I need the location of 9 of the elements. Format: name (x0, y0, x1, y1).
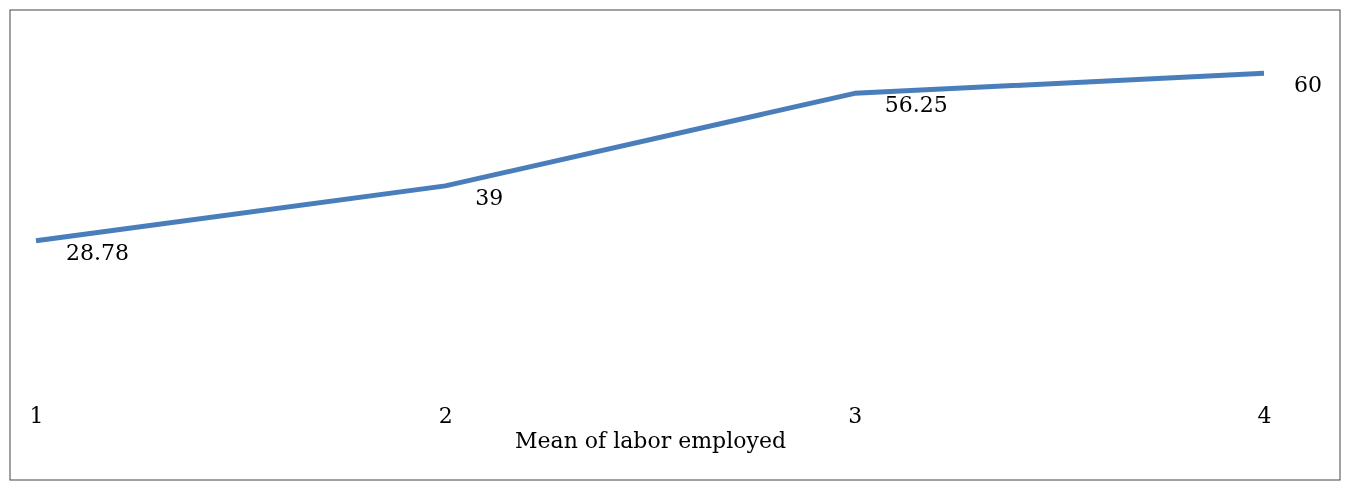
data-label: 60 (1294, 72, 1322, 98)
x-axis-title: Mean of labor employed (515, 427, 786, 453)
x-tick-label: 4 (1257, 402, 1272, 428)
data-label: 56.25 (884, 92, 948, 118)
x-tick-label: 3 (848, 402, 863, 428)
data-label: 28.78 (66, 239, 129, 265)
data-label: 39 (475, 184, 504, 210)
x-tick-label: 2 (438, 402, 453, 428)
x-tick-label: 1 (29, 402, 44, 428)
